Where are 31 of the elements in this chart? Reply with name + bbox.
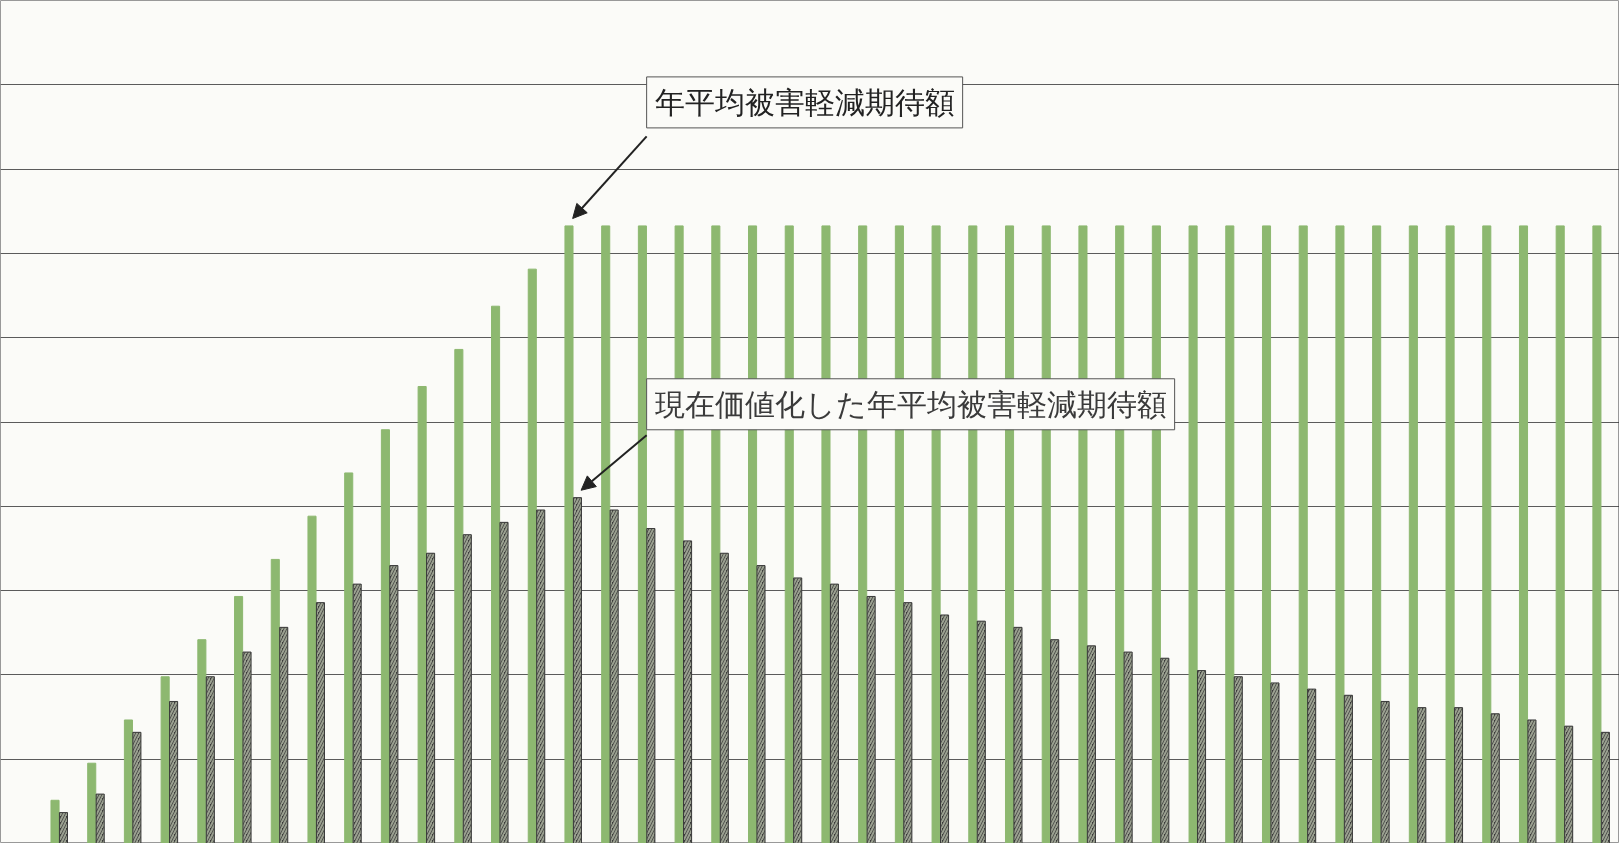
bar <box>1445 225 1455 843</box>
bar <box>1482 225 1492 843</box>
bar <box>564 225 574 843</box>
bar <box>1261 225 1272 843</box>
bar <box>1188 225 1198 843</box>
bar <box>307 515 317 843</box>
bar <box>380 429 390 843</box>
bar <box>1555 225 1565 843</box>
bar <box>1225 225 1235 843</box>
bar <box>1372 225 1382 843</box>
bar <box>417 385 427 843</box>
bar <box>1592 225 1602 843</box>
bar <box>270 558 280 843</box>
bar <box>123 719 133 843</box>
bar <box>234 595 244 843</box>
bar <box>197 639 207 843</box>
bar <box>527 268 537 843</box>
bar <box>160 676 170 843</box>
bar <box>637 225 647 843</box>
text: 現在価値化した年平均被害軽減期待額 <box>654 386 1167 422</box>
bar <box>1518 225 1529 843</box>
bar <box>1298 225 1308 843</box>
bar <box>454 348 464 843</box>
bar <box>1408 225 1418 843</box>
bar <box>50 799 60 843</box>
bar <box>601 225 611 843</box>
text: 年平均被害軽減期待額 <box>654 84 955 120</box>
bar <box>87 762 97 843</box>
bar <box>491 305 501 843</box>
bar <box>344 472 354 843</box>
bar <box>1335 225 1345 843</box>
